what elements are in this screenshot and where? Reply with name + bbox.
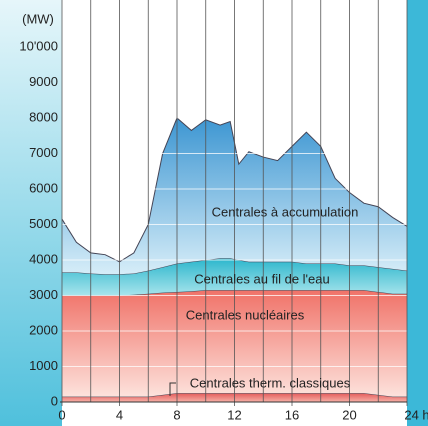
y-tick-label: 8000 [29,109,58,124]
y-tick-label: 1000 [29,358,58,373]
series-label: Centrales nucléaires [186,307,305,322]
leader-line [169,382,176,396]
x-tick-label: 12 [227,407,241,422]
x-tick-label: 20 [342,407,356,422]
x-tick-label: 0 [58,407,65,422]
y-tick-label: 0 [51,393,58,408]
y-tick-label: 6000 [29,180,58,195]
series-label: Centrales au fil de l'eau [194,271,329,286]
x-tick-label: 16 [285,407,299,422]
y-tick-label: 2000 [29,322,58,337]
y-tick-label: 10'000 [19,38,58,53]
x-tick-label: 4 [116,407,123,422]
left-panel [0,0,62,426]
y-axis-label: (MW) [22,11,54,26]
y-tick-label: 3000 [29,287,58,302]
series-label: Centrales therm. classiques [190,375,351,390]
y-tick-label: 9000 [29,74,58,89]
series-label: Centrales à accumulation [212,204,359,219]
y-tick-label: 7000 [29,145,58,160]
y-tick-label: 4000 [29,251,58,266]
x-tick-label: 24 h [404,407,428,422]
right-panel [407,0,428,426]
x-tick-label: 8 [173,407,180,422]
y-tick-label: 5000 [29,216,58,231]
